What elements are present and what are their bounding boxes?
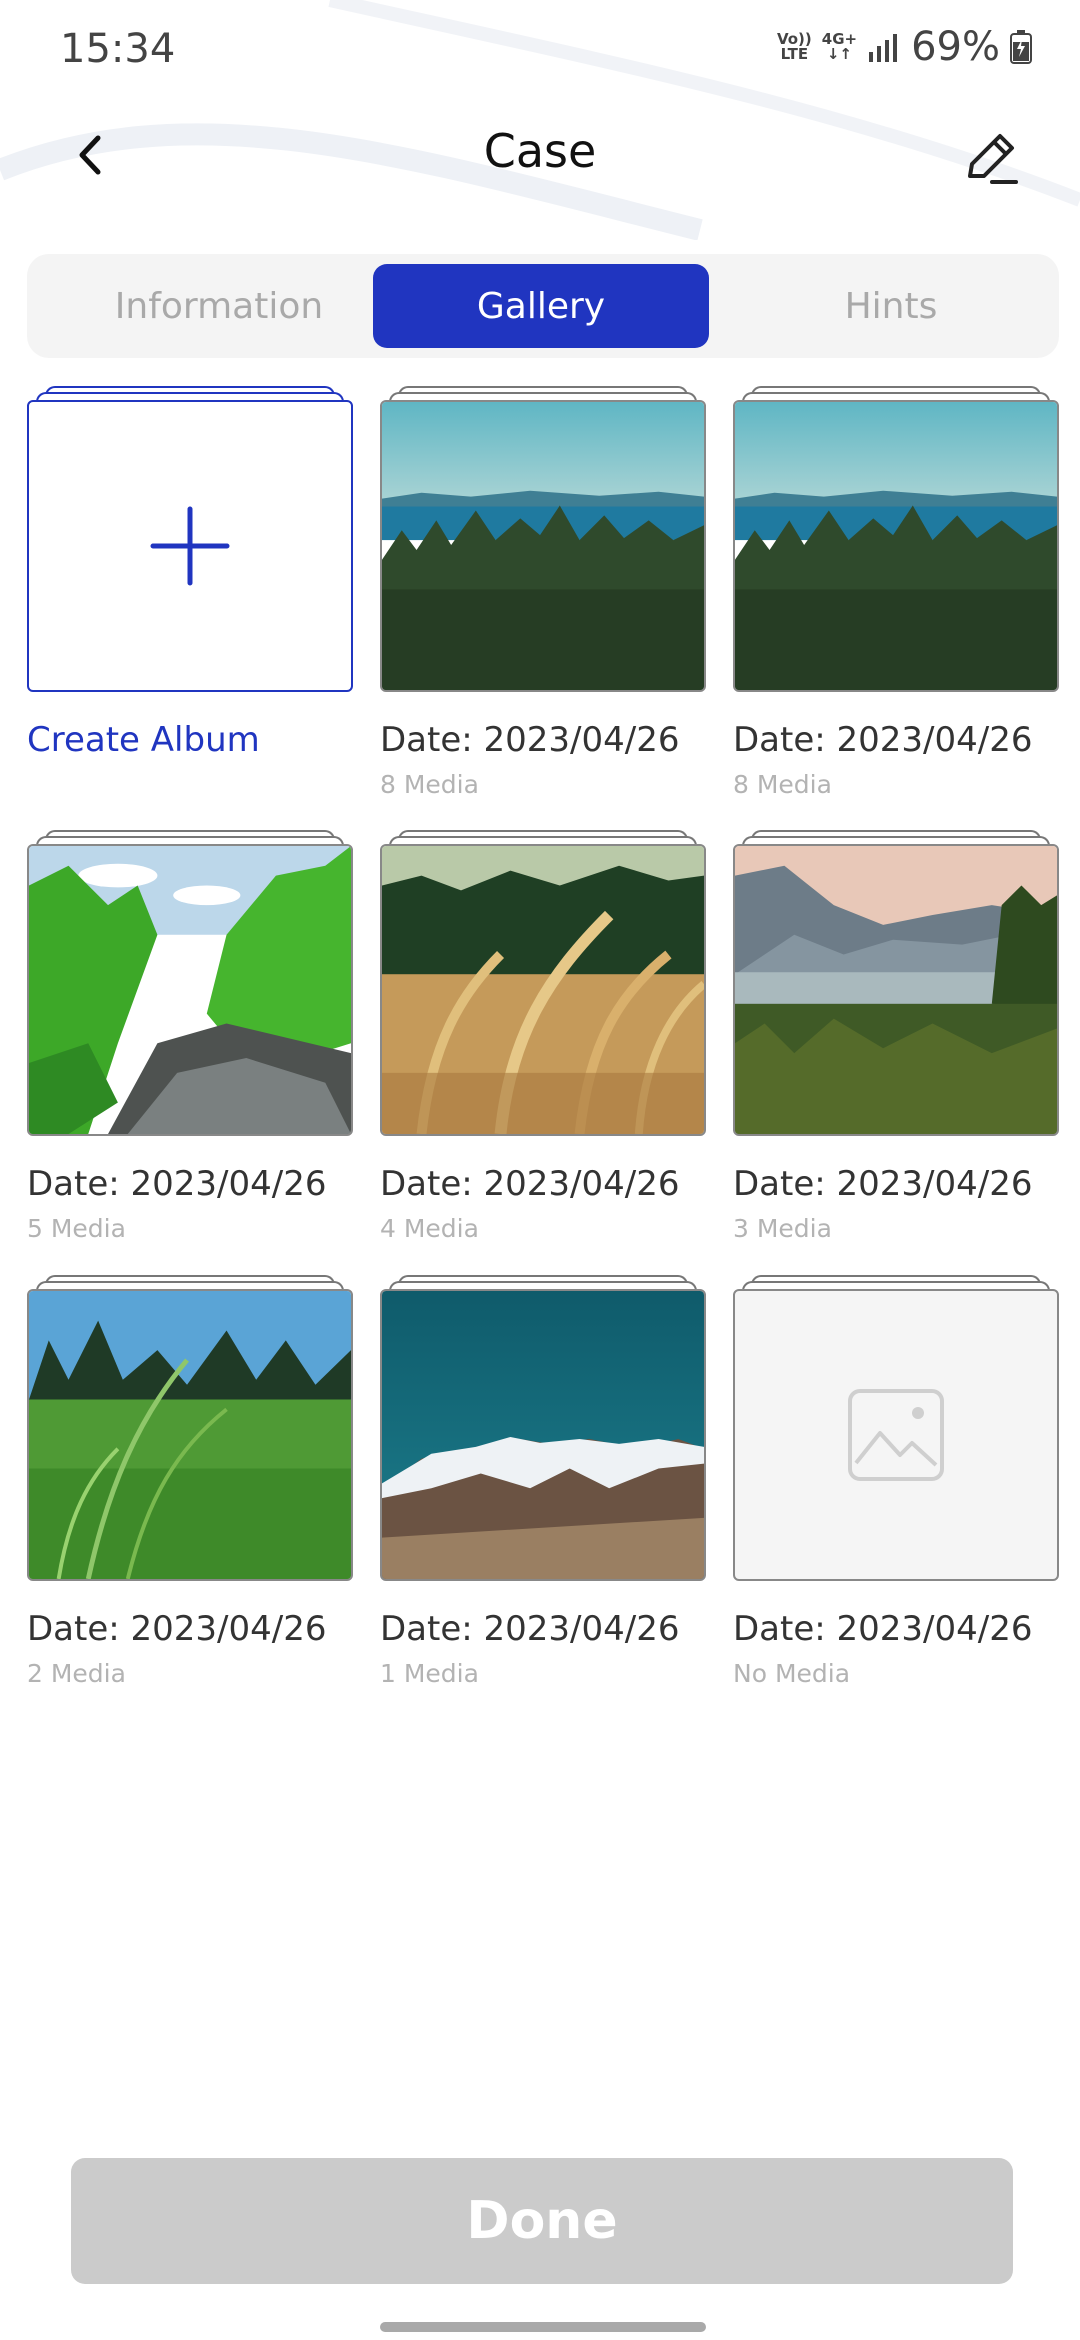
status-time: 15:34 bbox=[60, 26, 176, 72]
album-cover-snowy-mountain[interactable] bbox=[380, 1289, 706, 1581]
tab-hints[interactable]: Hints bbox=[844, 285, 938, 327]
album-cover-empty[interactable] bbox=[733, 1289, 1059, 1581]
create-album-card[interactable]: Create Album bbox=[27, 386, 353, 760]
segmented-tabs: Information Gallery Hints bbox=[27, 254, 1059, 358]
album-media-count: 5 Media bbox=[27, 1214, 126, 1243]
album-media-count: No Media bbox=[733, 1659, 851, 1688]
signal-icon bbox=[869, 34, 898, 62]
album-date: Date: 2023/04/26 bbox=[27, 1164, 327, 1204]
create-album-label[interactable]: Create Album bbox=[27, 720, 260, 760]
album-media-count: 2 Media bbox=[27, 1659, 126, 1688]
album-media-count: 8 Media bbox=[380, 770, 479, 799]
chevron-left-icon bbox=[79, 135, 101, 175]
album-card[interactable]: Date: 2023/04/26 3 Media bbox=[733, 830, 1059, 1243]
status-bar: 15:34 Vo)) LTE 4G+ ↓↑ 69% bbox=[0, 0, 1080, 100]
create-album-button[interactable] bbox=[27, 400, 353, 692]
page-title: Case bbox=[483, 124, 597, 178]
album-card[interactable]: Date: 2023/04/26 1 Media bbox=[380, 1275, 706, 1688]
album-date: Date: 2023/04/26 bbox=[733, 1164, 1033, 1204]
tab-gallery[interactable]: Gallery bbox=[373, 264, 709, 348]
album-card[interactable]: Date: 2023/04/26 8 Media bbox=[380, 386, 706, 799]
header-background-wave bbox=[0, 0, 1080, 240]
album-date: Date: 2023/04/26 bbox=[380, 720, 680, 760]
edit-button[interactable] bbox=[958, 126, 1022, 190]
album-media-count: 3 Media bbox=[733, 1214, 832, 1243]
album-cover-forest-lake[interactable] bbox=[380, 400, 706, 692]
battery-percent: 69% bbox=[911, 24, 1000, 70]
plus-icon bbox=[150, 506, 230, 586]
album-card[interactable]: Date: 2023/04/26 5 Media bbox=[27, 830, 353, 1243]
album-media-count: 8 Media bbox=[733, 770, 832, 799]
album-media-count: 1 Media bbox=[380, 1659, 479, 1688]
pencil-icon bbox=[968, 134, 1018, 184]
battery-charging-icon bbox=[1010, 30, 1032, 64]
app-header: Case bbox=[0, 110, 1080, 200]
album-card[interactable]: Date: 2023/04/26 2 Media bbox=[27, 1275, 353, 1688]
album-date: Date: 2023/04/26 bbox=[380, 1609, 680, 1649]
album-date: Date: 2023/04/26 bbox=[27, 1609, 327, 1649]
album-cover-mountain-lake[interactable] bbox=[733, 844, 1059, 1136]
volte-indicator: Vo)) LTE bbox=[776, 30, 812, 63]
album-cover-forest-lake[interactable] bbox=[733, 400, 1059, 692]
album-card[interactable]: Date: 2023/04/26 4 Media bbox=[380, 830, 706, 1243]
album-cover-green-river[interactable] bbox=[27, 844, 353, 1136]
album-date: Date: 2023/04/26 bbox=[733, 1609, 1033, 1649]
placeholder-image-icon bbox=[848, 1389, 944, 1481]
album-card[interactable]: Date: 2023/04/26 8 Media bbox=[733, 386, 1059, 799]
album-cover-golden-grass[interactable] bbox=[380, 844, 706, 1136]
album-media-count: 4 Media bbox=[380, 1214, 479, 1243]
done-button[interactable]: Done bbox=[71, 2158, 1013, 2284]
album-date: Date: 2023/04/26 bbox=[380, 1164, 680, 1204]
album-date: Date: 2023/04/26 bbox=[733, 720, 1033, 760]
album-card[interactable]: Date: 2023/04/26 No Media bbox=[733, 1275, 1059, 1688]
album-cover-green-meadow[interactable] bbox=[27, 1289, 353, 1581]
home-indicator[interactable] bbox=[380, 2322, 706, 2332]
network-indicator: 4G+ ↓↑ bbox=[821, 30, 858, 63]
tab-information[interactable]: Information bbox=[114, 285, 324, 327]
back-button[interactable] bbox=[66, 130, 116, 180]
